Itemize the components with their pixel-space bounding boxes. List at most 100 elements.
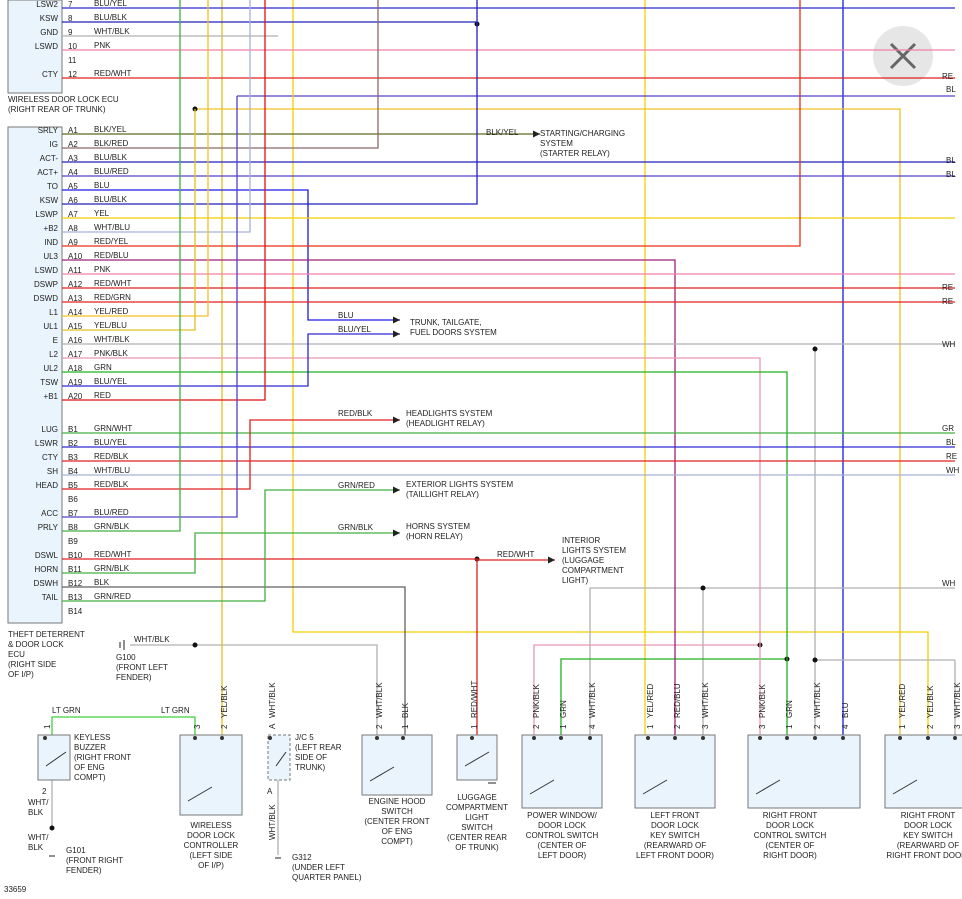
switch-symbol xyxy=(464,751,490,767)
pin-name: DSWH xyxy=(34,579,59,588)
component-name: WIRELESS xyxy=(190,821,231,830)
pin-number: A xyxy=(267,787,273,796)
wire xyxy=(62,259,676,735)
wire-code: BLK/YEL xyxy=(486,128,519,137)
wire-code: YEL/RED xyxy=(646,684,655,718)
wire-code: WHT/BLK xyxy=(375,682,384,718)
pin-number: 3 xyxy=(701,724,710,729)
destination-label: (TAILLIGHT RELAY) xyxy=(406,490,479,499)
junction xyxy=(812,657,818,663)
ground-wire: BLK xyxy=(28,843,44,852)
ground-name: G312 xyxy=(292,853,312,862)
component-name: J/C 5 xyxy=(295,733,314,742)
pin-number: B9 xyxy=(68,537,78,546)
main-ecu-box xyxy=(7,126,63,624)
destination-label: STARTING/CHARGING xyxy=(540,129,625,138)
edge-label: RE xyxy=(946,452,957,461)
edge-label: BL xyxy=(946,438,956,447)
switch-symbol xyxy=(45,751,67,767)
pin-number: 11 xyxy=(68,56,77,65)
component-name: (CENTER OF xyxy=(766,841,815,850)
component-box xyxy=(521,734,603,809)
pin-number: B7 xyxy=(68,509,78,518)
pin-number: B4 xyxy=(68,467,78,476)
background-wires xyxy=(51,0,956,855)
component-name: (RIGHT FRONT xyxy=(74,753,131,762)
wire-code: BLU/YEL xyxy=(338,325,371,334)
pin-number: 1 xyxy=(898,724,907,729)
terminal xyxy=(532,736,536,740)
pin-number: A11 xyxy=(68,266,82,275)
switch-symbol xyxy=(187,786,213,802)
pin-number: 2 xyxy=(375,724,384,729)
pin-number: A1 xyxy=(68,126,78,135)
pin-number: B1 xyxy=(68,425,78,434)
terminal xyxy=(401,736,405,740)
wire-code: RED/BLK xyxy=(94,452,129,461)
pin-name: SH xyxy=(47,467,58,476)
pin-name: DSWL xyxy=(35,551,59,560)
wire-code: GRN/BLK xyxy=(94,564,130,573)
edge-label: RE xyxy=(942,297,953,306)
ecu-title: THEFT DETERRENT xyxy=(8,630,85,639)
pin-name: L1 xyxy=(49,308,58,317)
pin-number: 2 xyxy=(42,787,47,796)
wire xyxy=(62,489,400,602)
terminal xyxy=(701,736,705,740)
ecu-title: ECU xyxy=(8,650,25,659)
terminal xyxy=(898,736,902,740)
wire-code: LT GRN xyxy=(161,706,190,715)
wire xyxy=(62,96,238,518)
pin-name: +B2 xyxy=(44,224,59,233)
pin-number: B3 xyxy=(68,453,78,462)
pin-name: PRLY xyxy=(38,523,59,532)
wire-code: BLU xyxy=(94,181,110,190)
wire-code: BLK xyxy=(28,808,44,817)
ground-name: (FRONT LEFT xyxy=(116,663,168,672)
wire xyxy=(62,532,400,574)
destination-label: HORNS SYSTEM xyxy=(406,522,470,531)
pin-name: CTY xyxy=(42,70,59,79)
component-name: (CENTER OF xyxy=(538,841,587,850)
terminal xyxy=(470,736,474,740)
pin-name: DSWP xyxy=(34,280,58,289)
wire xyxy=(62,189,400,321)
component-name: COMPT) xyxy=(74,773,106,782)
arrowhead xyxy=(548,556,555,564)
wire-code: RED/WHT xyxy=(470,681,479,718)
component-name: (CENTER FRONT xyxy=(364,817,429,826)
wire-code: BLU/BLK xyxy=(94,153,128,162)
pin-number: 8 xyxy=(68,14,73,23)
junction xyxy=(49,825,55,831)
wire-code: WHT/BLU xyxy=(94,466,130,475)
component-name: OF ENG xyxy=(382,827,413,836)
pin-number: 2 xyxy=(532,724,541,729)
component-name: LEFT FRONT xyxy=(650,811,699,820)
pin-number: 3 xyxy=(758,724,767,729)
wire xyxy=(62,0,251,233)
wire-code: RED/BLK xyxy=(338,409,373,418)
wire-code: GRN/RED xyxy=(94,592,131,601)
destination-label: TRUNK, TAILGATE, xyxy=(410,318,482,327)
wire-code: BLU/RED xyxy=(94,508,129,517)
close-button[interactable] xyxy=(873,26,933,86)
pin-name: ACT- xyxy=(40,154,59,163)
component-name: CONTROL SWITCH xyxy=(754,831,827,840)
wire-code: WHT/BLU xyxy=(94,223,130,232)
pin-number: A15 xyxy=(68,322,83,331)
ecu-title: & DOOR LOCK xyxy=(8,640,64,649)
component-name: POWER WINDOW/ xyxy=(527,811,598,820)
pin-number: A8 xyxy=(68,224,78,233)
pin-number: 1 xyxy=(401,724,410,729)
wire-code: BLU/BLK xyxy=(94,13,128,22)
pin-number: B5 xyxy=(68,481,78,490)
wire-code: GRN/RED xyxy=(338,481,375,490)
pin-number: A3 xyxy=(68,154,78,163)
component-box xyxy=(634,734,716,809)
ground-name: QUARTER PANEL) xyxy=(292,873,362,882)
wire-code: WHT/BLK xyxy=(953,682,962,718)
wire xyxy=(62,357,761,735)
switch-symbol xyxy=(755,779,781,795)
wire-code: RED/BLK xyxy=(94,480,129,489)
